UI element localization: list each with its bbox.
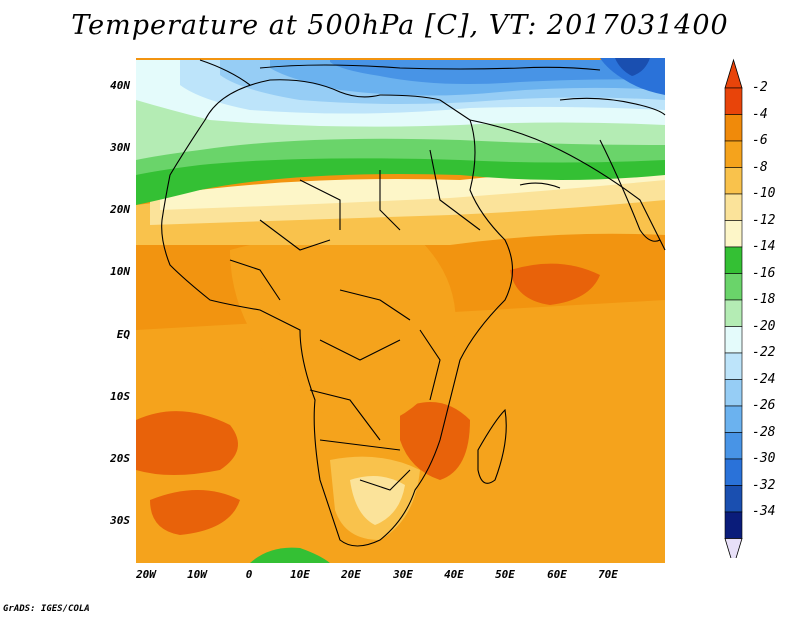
- colorbar-swatch: [724, 87, 743, 115]
- lat-label-10s: 10S: [110, 390, 130, 403]
- colorbar-label: -8: [752, 159, 768, 175]
- colorbar-label: -24: [752, 371, 776, 387]
- lat-label-30s: 30S: [110, 514, 130, 527]
- lat-label-10n: 10N: [110, 265, 130, 278]
- colorbar-swatch: [724, 326, 743, 354]
- colorbar-bottom-arrow: [724, 538, 743, 558]
- colorbar-swatch: [724, 405, 743, 433]
- colorbar-label: -32: [752, 477, 776, 493]
- lon-label-70e: 70E: [598, 568, 618, 581]
- colorbar-swatch: [724, 379, 743, 407]
- colorbar-label: -6: [752, 133, 768, 148]
- colorbar-swatch: [724, 246, 743, 274]
- colorbar-label: -14: [752, 239, 776, 254]
- colorbar-swatch: [724, 352, 743, 380]
- colorbar-swatch: [724, 167, 743, 195]
- lon-label-10w: 10W: [187, 568, 207, 581]
- colorbar-top-arrow: [724, 58, 743, 89]
- colorbar-label: -16: [752, 265, 776, 281]
- lon-label-60e: 60E: [547, 568, 567, 581]
- colorbar-label: -12: [752, 212, 776, 228]
- lon-label-20e: 20E: [341, 568, 361, 581]
- colorbar-swatch: [724, 458, 743, 486]
- colorbar-label: -22: [752, 345, 776, 360]
- lon-label-20w: 20W: [136, 568, 156, 581]
- lon-label-40e: 40E: [444, 568, 464, 581]
- colorbar-swatch: [724, 485, 743, 513]
- colorbar-label: -34: [752, 504, 776, 519]
- lon-label-50e: 50E: [495, 568, 515, 581]
- colorbar-label: -2: [752, 80, 768, 95]
- lon-label-10e: 10E: [290, 568, 310, 581]
- colorbar: [724, 58, 743, 558]
- colorbar-label: -28: [752, 424, 776, 440]
- colorbar-swatch: [724, 140, 743, 168]
- colorbar-swatch: [724, 511, 743, 539]
- lon-label-30e: 30E: [393, 568, 413, 581]
- lat-label-40n: 40N: [110, 79, 130, 92]
- colorbar-label: -18: [752, 292, 776, 307]
- colorbar-swatch: [724, 273, 743, 301]
- colorbar-label: -30: [752, 451, 776, 466]
- lon-label-0: 0: [245, 568, 253, 581]
- lat-label-30n: 30N: [110, 141, 130, 154]
- coastlines: [161, 59, 666, 547]
- grads-credit: GrADS: IGES/COLA: [3, 604, 90, 614]
- lat-label-20s: 20S: [110, 452, 130, 465]
- colorbar-swatch: [724, 220, 743, 248]
- colorbar-swatch: [724, 299, 743, 327]
- colorbar-swatches: [724, 58, 743, 558]
- lat-label-20n: 20N: [110, 203, 130, 216]
- temperature-field: [136, 58, 665, 563]
- colorbar-swatch: [724, 114, 743, 142]
- colorbar-label: -20: [752, 318, 776, 334]
- colorbar-label: -26: [752, 398, 776, 413]
- colorbar-label: -10: [752, 186, 776, 201]
- map-title: Temperature at 500hPa [C], VT: 201703140…: [71, 10, 729, 41]
- colorbar-swatch: [724, 432, 743, 460]
- colorbar-swatch: [724, 193, 743, 221]
- lat-label-eq: EQ: [116, 328, 130, 341]
- colorbar-label: -4: [752, 106, 768, 122]
